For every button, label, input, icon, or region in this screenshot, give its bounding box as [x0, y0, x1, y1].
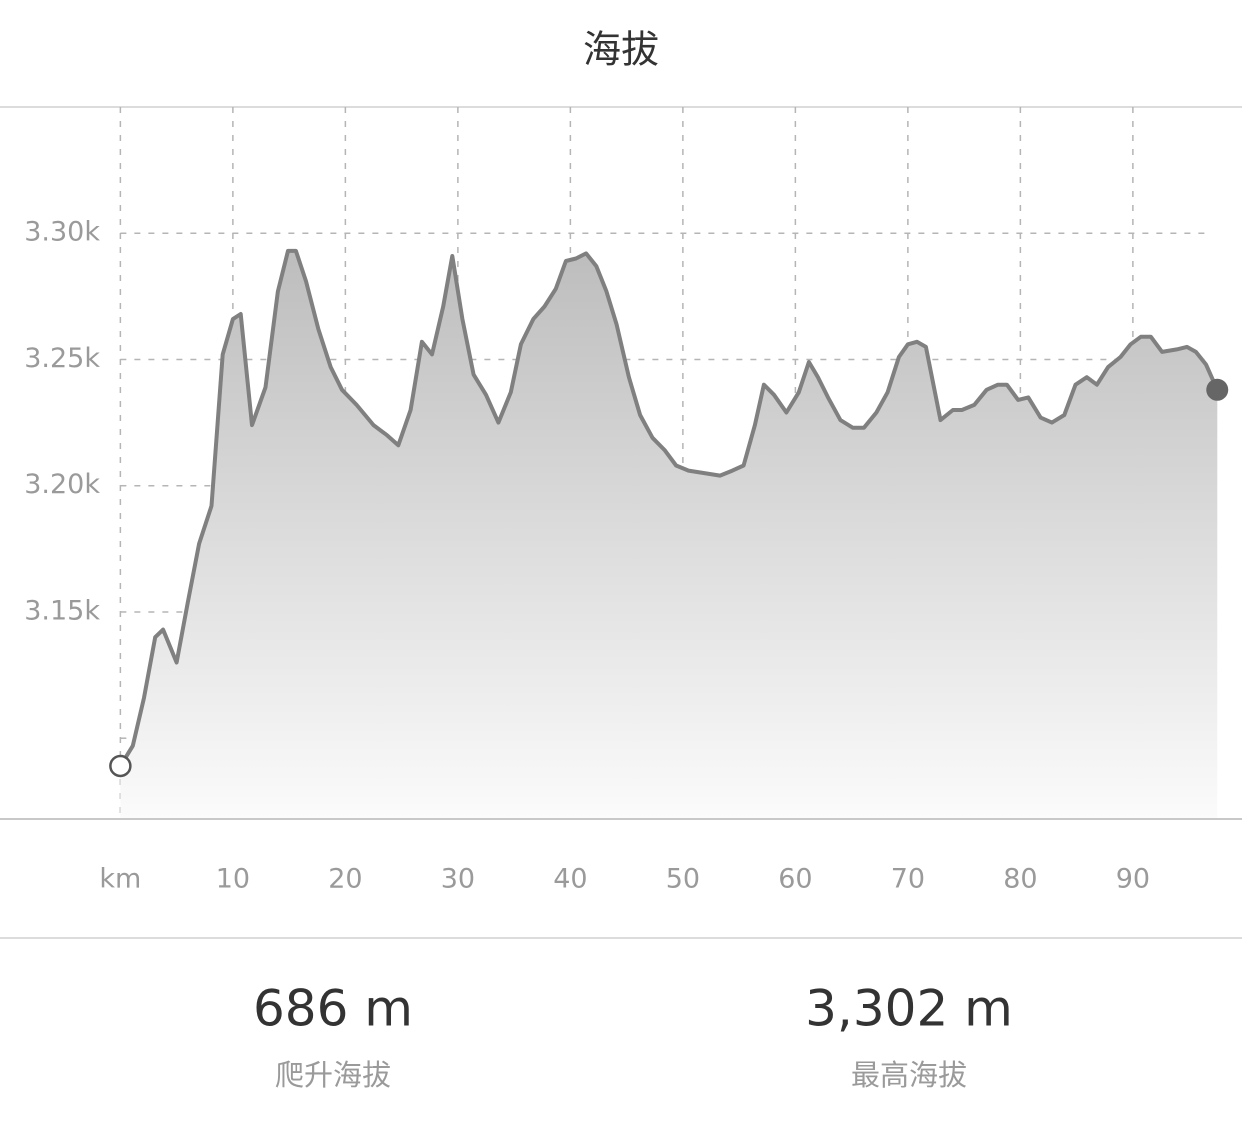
x-tick-label: 80 [1003, 864, 1037, 895]
x-tick-label: 70 [891, 864, 925, 895]
x-tick-label: 50 [666, 864, 700, 895]
x-tick-label: 60 [778, 864, 812, 895]
y-tick-label: 3.30k [24, 217, 100, 248]
line [118, 248, 1220, 768]
y-tick-label: 3.20k [24, 469, 100, 500]
x-tick-label: 90 [1116, 864, 1150, 895]
stat-label: 最高海拔 [851, 1058, 967, 1092]
end-point [1206, 378, 1229, 401]
stat-label: 爬升海拔 [275, 1058, 391, 1092]
x-tick-label: km [99, 864, 141, 895]
stat-value: 686 m [253, 980, 413, 1038]
area [120, 250, 1218, 819]
x-tick-label: 40 [553, 864, 587, 895]
y-tick-label: 3.15k [24, 595, 100, 626]
x-tick-label: 10 [216, 864, 250, 895]
x-tick-label: 20 [328, 864, 362, 895]
stat-value: 3,302 m [805, 980, 1013, 1038]
y-tick-label: 3.25k [24, 343, 100, 374]
x-tick-label: 30 [441, 864, 475, 895]
start-point [109, 754, 132, 778]
chart-title: 海拔 [583, 28, 659, 72]
